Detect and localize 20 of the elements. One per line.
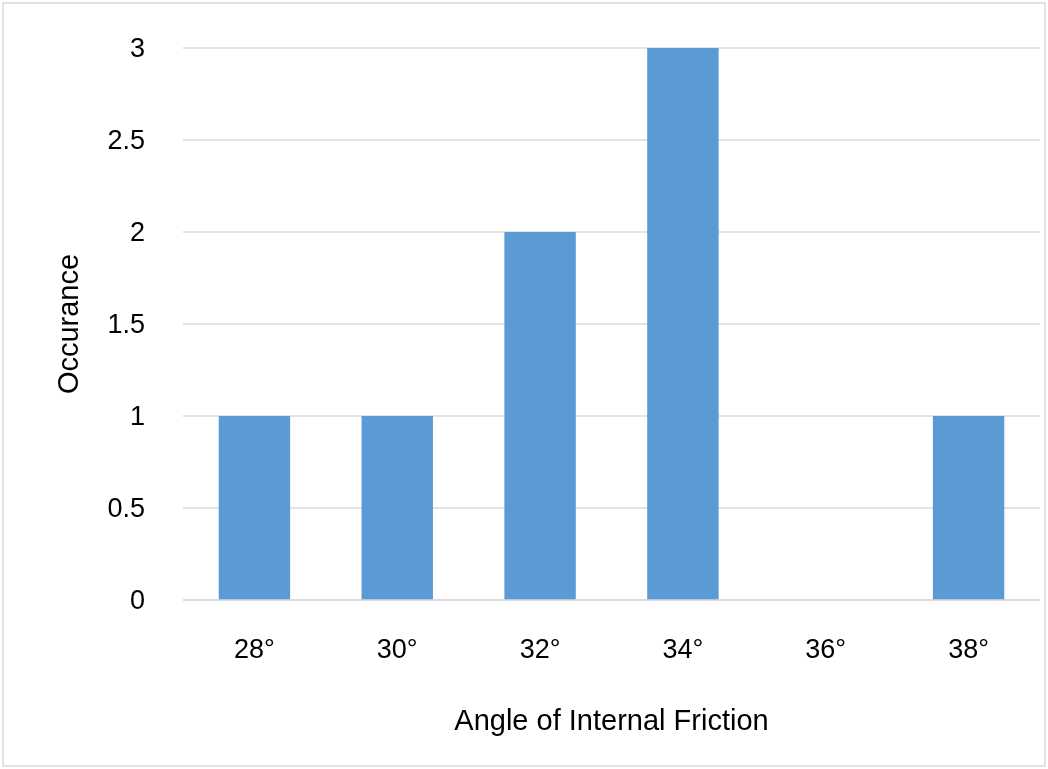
bar <box>932 416 1005 600</box>
x-tick-label: 38° <box>948 634 990 664</box>
y-tick-label: 1 <box>129 401 145 431</box>
x-tick-label: 32° <box>519 634 561 664</box>
x-tick-label: 34° <box>662 634 704 664</box>
y-axis-title: Occurance <box>52 253 84 395</box>
x-tick-label: 36° <box>805 634 847 664</box>
x-tick-label: 28° <box>233 634 275 664</box>
y-tick-label: 0 <box>129 585 145 615</box>
y-tick-label: 2 <box>129 217 145 247</box>
y-tick-label: 3 <box>129 33 145 63</box>
y-tick-label: 0.5 <box>107 493 145 523</box>
bar <box>218 416 291 600</box>
y-tick-label: 1.5 <box>107 309 145 339</box>
bar <box>504 232 576 600</box>
bar <box>361 416 433 600</box>
bar <box>647 48 719 600</box>
x-tick-label: 30° <box>376 634 418 664</box>
x-axis-title: Angle of Internal Friction <box>454 704 769 736</box>
y-tick-label: 2.5 <box>107 125 145 155</box>
